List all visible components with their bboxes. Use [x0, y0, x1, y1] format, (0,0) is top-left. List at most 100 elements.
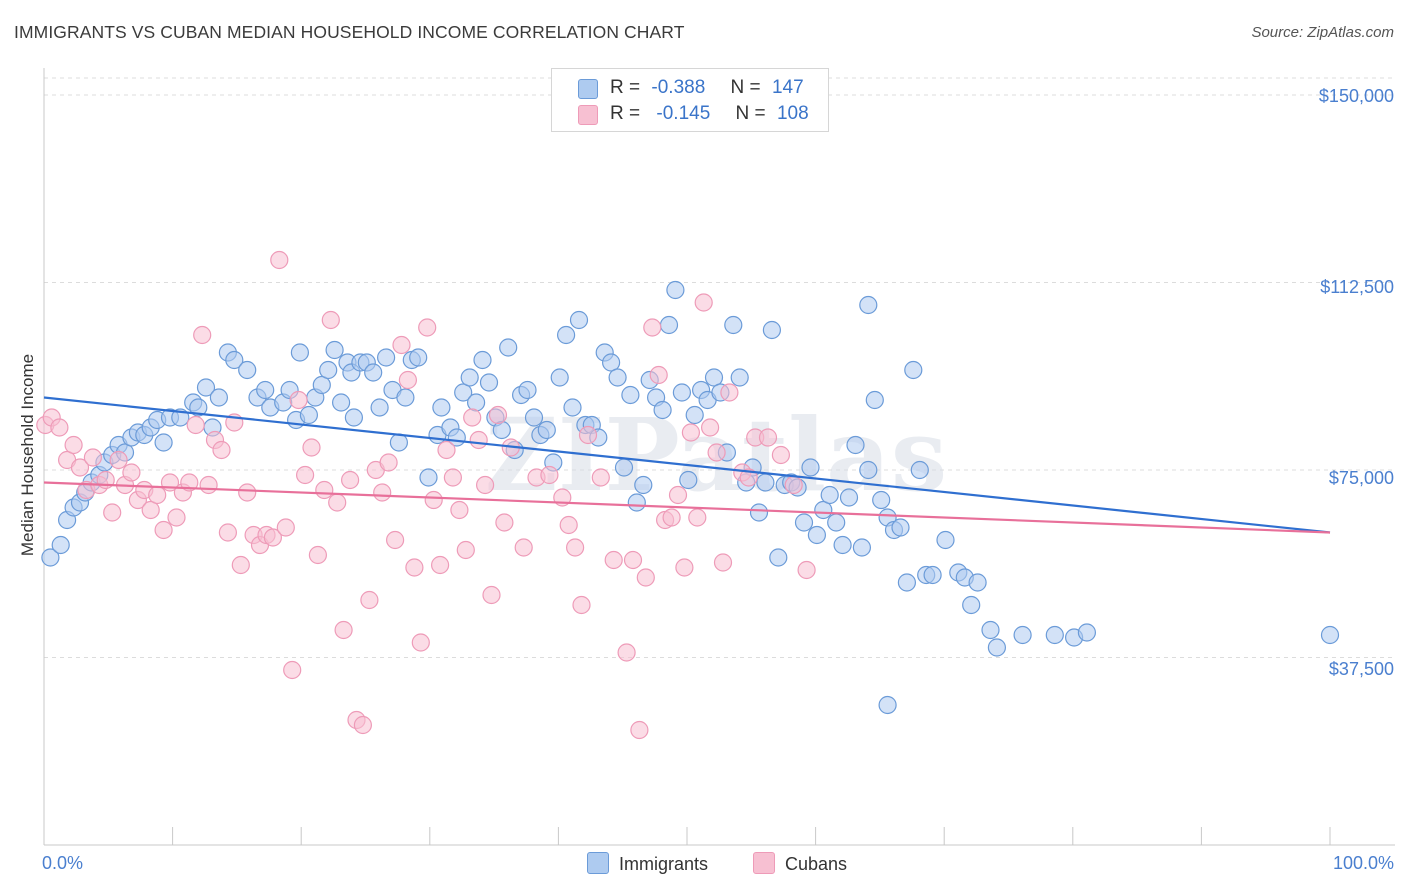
immigrants-point [923, 565, 942, 585]
y-tick-label: $37,500 [1328, 659, 1394, 679]
cubans-point [148, 485, 167, 505]
cubans-point [70, 458, 90, 477]
immigrants-point [627, 493, 646, 512]
cubans-point [495, 513, 514, 532]
cubans-point [238, 483, 257, 502]
immigrants-point [634, 475, 653, 495]
immigrants-point [872, 490, 891, 510]
source-label: Source: ZipAtlas.com [1251, 24, 1394, 41]
immigrants-point [569, 310, 589, 330]
cubans-point [328, 493, 347, 512]
immigrants-n-value: 147 [771, 77, 804, 98]
immigrants-point [769, 548, 788, 567]
immigrants-point [389, 433, 408, 452]
cubans-point [784, 475, 803, 495]
immigrants-point [614, 458, 634, 477]
cubans-point [83, 448, 103, 467]
immigrants-point [432, 398, 451, 417]
chart-title: IMMIGRANTS VS CUBAN MEDIAN HOUSEHOLD INC… [14, 22, 685, 42]
y-tick-label: $75,000 [1328, 468, 1394, 488]
cubans-point [514, 538, 533, 557]
immigrants-point [473, 350, 492, 370]
cubans-point [482, 585, 501, 605]
cubans-point [289, 390, 308, 410]
cubans-point [700, 418, 720, 437]
bottom-legend-immigrants: Immigrants [587, 852, 708, 875]
cubans-point [540, 465, 559, 485]
immigrants-point [865, 390, 884, 410]
cubans-point [302, 438, 321, 457]
immigrants-point [325, 340, 344, 360]
immigrants-point [859, 460, 878, 480]
cubans-point [688, 508, 707, 527]
immigrants-point [659, 315, 679, 335]
immigrants-point [621, 385, 640, 405]
immigrants-point [1045, 625, 1064, 645]
cubans-point [122, 463, 141, 482]
cubans-point [694, 293, 713, 312]
immigrants-point [377, 348, 396, 367]
cubans-point [649, 365, 668, 385]
immigrants-swatch [578, 79, 598, 99]
immigrants-point [807, 525, 827, 545]
immigrants-point [749, 503, 769, 522]
cubans-point [431, 555, 450, 575]
immigrants-point [704, 368, 724, 387]
immigrants-point [499, 338, 518, 357]
immigrants-point [897, 573, 917, 592]
cubans-point [296, 465, 315, 485]
immigrants-point [859, 295, 878, 315]
cubans-point [604, 550, 623, 570]
immigrants-point [467, 393, 486, 412]
immigrants-point [814, 500, 833, 520]
immigrants-point [396, 388, 415, 407]
immigrants-point [154, 433, 173, 452]
immigrants-point [364, 363, 383, 382]
immigrants-point [299, 405, 318, 425]
immigrants-point [820, 485, 839, 505]
cubans-n-value: 108 [776, 103, 809, 124]
cubans-point [109, 450, 128, 470]
cubans-point [713, 553, 733, 572]
cubans-point [418, 318, 437, 337]
cubans-point [456, 540, 475, 560]
cubans-point [476, 475, 495, 495]
immigrants-point [891, 518, 910, 537]
immigrants-point [41, 548, 60, 567]
cubans-point [578, 425, 598, 445]
cubans-point [437, 440, 456, 460]
cubans-point [662, 508, 681, 527]
cubans-point [315, 480, 334, 500]
immigrants-point [904, 360, 923, 380]
immigrants-point [962, 595, 981, 615]
cubans-point [141, 500, 160, 520]
immigrants-point [290, 343, 309, 362]
cubans-point [263, 528, 282, 547]
immigrants-point [601, 353, 621, 372]
immigrants-r-value: -0.388 [651, 77, 706, 98]
immigrants-point [225, 350, 244, 370]
immigrants-point [762, 320, 782, 340]
cubans-point [617, 643, 636, 662]
cubans-point [411, 633, 430, 652]
cubans-point [373, 483, 392, 502]
cubans-point [50, 418, 69, 437]
cubans-point [283, 660, 302, 680]
immigrants-point [319, 360, 338, 380]
cubans-point [334, 620, 353, 640]
correlation-legend: R = -0.388 N = 147 R = -0.145 N = 108 [551, 68, 829, 132]
x-tick-label-max: 100.0% [1332, 853, 1394, 873]
cubans-point [450, 500, 469, 520]
cubans-point [360, 590, 379, 610]
cubans-point [707, 443, 726, 462]
cubans-point [64, 435, 83, 455]
immigrants-point [839, 488, 859, 507]
r-label: R = [610, 77, 641, 98]
cubans-point [591, 468, 610, 487]
immigrants-point [685, 405, 704, 425]
cubans-point [231, 555, 250, 575]
immigrants-point [550, 368, 569, 387]
immigrants-point [196, 378, 216, 397]
cubans-point [199, 475, 218, 495]
cubans-point [154, 520, 173, 540]
